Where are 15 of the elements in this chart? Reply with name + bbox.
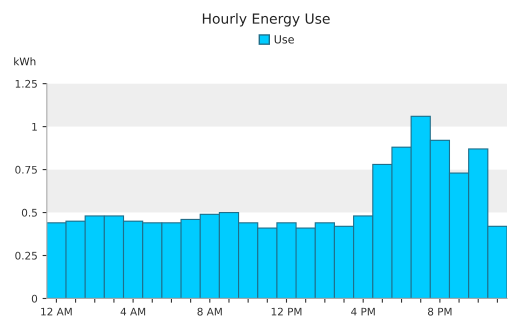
y-axis-title: kWh <box>14 57 36 66</box>
y-tick-label: 0.25 <box>15 252 37 260</box>
x-tick-label: 4 PM <box>351 308 375 316</box>
y-tick-label: 0 <box>32 294 38 303</box>
legend-label: Use <box>274 35 294 44</box>
y-tick-label: 0.75 <box>15 166 37 174</box>
y-tick-label: 0.5 <box>22 208 37 217</box>
chart-title: Hourly Energy Use <box>202 13 330 27</box>
x-tick-label: 12 AM <box>41 308 72 316</box>
x-tick-label: 8 AM <box>197 308 222 316</box>
x-tick-label: 4 AM <box>120 308 146 316</box>
y-tick-label: 1.25 <box>16 80 37 88</box>
y-tick-label: 1 <box>32 122 37 131</box>
x-tick-label: 8 PM <box>428 308 452 316</box>
x-tick-label: 12 PM <box>272 308 302 316</box>
